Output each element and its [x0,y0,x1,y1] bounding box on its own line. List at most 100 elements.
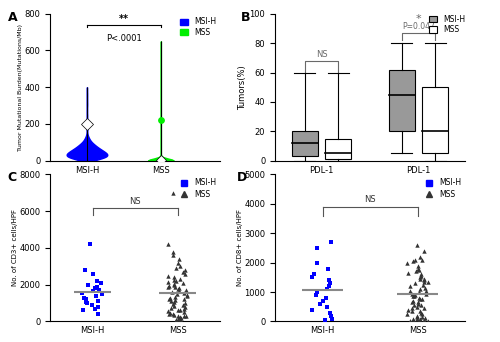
Point [92,293,100,299]
Point [417,303,425,308]
Text: A: A [8,11,17,24]
Point [403,311,411,317]
Bar [326,139,351,159]
Point [180,314,188,319]
Point [420,248,428,254]
Point [420,278,428,283]
Point [182,271,190,276]
Point [416,276,424,281]
Point [165,297,173,302]
Point [178,302,186,308]
Text: NS: NS [129,197,141,206]
Point [417,310,425,315]
Point [326,239,334,245]
Point [420,279,428,285]
Point [324,286,332,292]
Point [176,276,184,282]
Point [174,287,182,292]
Point [91,286,99,291]
Point [174,313,182,319]
Point [170,301,177,307]
Point [415,318,423,324]
Point [418,311,426,317]
Point [409,316,417,322]
Point [176,264,184,269]
Point [182,300,190,306]
Point [164,308,172,314]
Point [172,265,180,271]
Point [179,269,187,275]
Point [170,277,177,283]
Point [180,306,188,311]
Point [98,291,106,297]
Point [325,284,333,289]
Point [164,285,172,290]
Point [91,306,99,311]
Point [170,282,177,287]
Point [404,270,412,276]
Point [322,295,330,301]
Point [88,302,96,308]
Point [93,284,101,289]
Point [81,267,89,273]
Point [414,263,422,268]
Point [323,304,331,310]
Point [182,313,190,318]
Point [415,295,423,301]
Point [180,290,188,296]
Point [413,304,421,310]
Legend: MSI-H, MSS: MSI-H, MSS [426,178,461,199]
Point [164,273,172,278]
Point [82,297,90,302]
Point [410,294,418,299]
Bar [388,69,414,131]
Point [421,285,429,290]
Point [172,278,180,284]
Point [316,301,324,306]
Point [170,312,178,318]
Point [170,249,177,254]
Point [172,317,180,323]
Point [170,190,177,196]
Text: C: C [8,171,16,184]
Point [165,311,173,317]
Point [312,260,320,265]
Point [414,301,422,306]
Point [181,304,189,310]
Point [170,311,177,316]
Point [184,292,192,298]
Point [180,296,188,301]
Point [414,313,422,318]
Point [328,316,336,321]
Text: P=0.047: P=0.047 [402,22,435,31]
Point [409,259,417,264]
Point [408,300,416,305]
Point [171,294,179,299]
Point [176,256,184,262]
Point [94,304,102,310]
Point [324,266,332,271]
Point [94,299,102,304]
Point [182,288,190,293]
Point [170,303,178,308]
Point [80,295,88,300]
Point [95,288,103,293]
Point [176,317,184,322]
Point [165,283,173,288]
Legend: MSI-H, MSS: MSI-H, MSS [180,178,216,199]
Point [312,292,320,298]
Y-axis label: Tumor Mutational Burden(Mutations/Mb): Tumor Mutational Burden(Mutations/Mb) [18,24,23,151]
Point [411,257,419,262]
Y-axis label: No. of CD3+ cells/HPF: No. of CD3+ cells/HPF [12,209,18,287]
Point [422,288,430,293]
Point [416,308,424,314]
Point [176,314,184,320]
Point [157,118,165,123]
Point [412,242,420,248]
Point [177,318,185,323]
Point [308,275,316,280]
Point [410,303,418,308]
Y-axis label: No. of CD8+ cells/HPF: No. of CD8+ cells/HPF [237,209,243,287]
Point [406,284,413,289]
Point [420,317,428,323]
